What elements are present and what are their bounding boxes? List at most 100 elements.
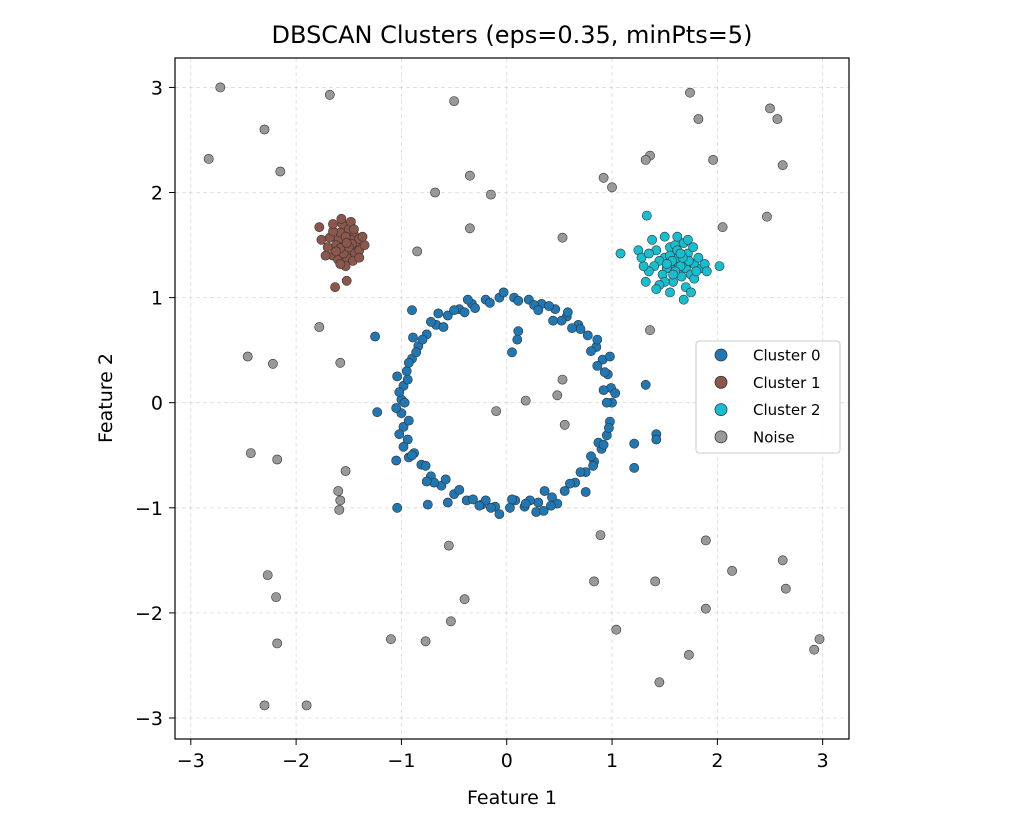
data-point — [328, 219, 338, 229]
legend-marker — [714, 348, 728, 362]
data-point — [598, 439, 609, 450]
data-point — [693, 252, 704, 263]
data-point — [533, 497, 544, 508]
data-point — [772, 114, 783, 124]
data-point — [464, 170, 475, 181]
data-point — [538, 505, 549, 516]
data-point — [484, 297, 495, 308]
plot-frame — [174, 57, 850, 740]
data-point — [402, 374, 413, 385]
data-point — [641, 210, 652, 221]
data-point — [301, 700, 312, 711]
data-point — [678, 294, 689, 305]
data-point — [533, 305, 544, 316]
data-point — [684, 650, 694, 660]
data-point — [675, 248, 686, 259]
legend-label: Cluster 0 — [753, 347, 821, 365]
data-point — [780, 583, 791, 594]
data-point — [659, 231, 670, 242]
data-point — [491, 406, 502, 416]
y-tick-label: 3 — [151, 77, 163, 99]
data-point — [651, 434, 662, 445]
x-axis-label: Feature 1 — [467, 787, 557, 809]
data-point — [391, 403, 402, 413]
data-point — [340, 466, 351, 476]
data-point — [394, 387, 405, 398]
data-point — [647, 234, 657, 245]
data-point — [668, 269, 678, 280]
data-point — [589, 576, 599, 587]
y-tick-label: 2 — [151, 183, 163, 205]
data-point — [245, 448, 256, 458]
data-point — [650, 576, 661, 587]
data-points — [203, 82, 825, 711]
data-point — [459, 594, 470, 605]
data-point — [582, 330, 593, 341]
data-point — [459, 307, 470, 318]
data-point — [762, 211, 772, 222]
data-point — [727, 566, 737, 576]
legend-marker — [714, 403, 728, 417]
data-point — [470, 303, 480, 313]
data-point — [615, 248, 626, 259]
data-point — [683, 234, 693, 245]
data-point — [336, 213, 347, 224]
data-point — [575, 467, 586, 477]
data-point — [399, 397, 410, 408]
data-point — [433, 308, 444, 319]
data-point — [370, 331, 380, 342]
data-point — [349, 224, 359, 235]
data-point — [557, 232, 568, 243]
data-point — [442, 310, 453, 321]
data-point — [359, 240, 370, 250]
data-point — [809, 644, 820, 655]
data-point — [586, 451, 596, 462]
data-point — [513, 295, 524, 306]
data-point — [357, 231, 368, 242]
data-point — [443, 540, 454, 551]
legend-marker — [714, 375, 728, 389]
data-point — [454, 484, 465, 495]
data-point — [394, 429, 405, 440]
data-point — [449, 305, 459, 316]
x-tick-label: 1 — [606, 750, 618, 772]
data-point — [691, 266, 702, 277]
data-point — [548, 315, 558, 326]
data-point — [398, 441, 409, 452]
y-tick-label: −2 — [135, 603, 163, 625]
data-point — [520, 498, 531, 509]
data-point — [544, 301, 554, 311]
data-point — [385, 634, 396, 645]
y-axis-label: Feature 2 — [95, 353, 117, 443]
legend-label: Cluster 1 — [753, 374, 821, 392]
y-tick-label: 0 — [151, 393, 163, 415]
data-point — [586, 346, 596, 357]
data-point — [665, 287, 675, 298]
x-tick-label: 2 — [711, 750, 723, 772]
data-point — [331, 246, 341, 257]
data-point — [203, 153, 214, 164]
data-point — [629, 462, 640, 473]
data-point — [700, 603, 711, 614]
data-point — [605, 351, 615, 362]
y-axis: −3 −2 −1 0 1 2 3 — [135, 77, 175, 730]
data-point — [700, 535, 711, 546]
data-point — [464, 223, 475, 234]
data-point — [546, 500, 556, 511]
data-point — [640, 379, 651, 390]
data-point — [693, 114, 704, 124]
legend-label: Cluster 2 — [753, 401, 821, 419]
data-point — [592, 334, 603, 345]
data-point — [272, 638, 283, 649]
data-point — [765, 103, 775, 114]
data-point — [275, 166, 286, 177]
data-point — [341, 275, 352, 286]
data-point — [559, 486, 570, 496]
data-point — [372, 407, 383, 418]
series-noise — [203, 82, 825, 711]
data-point — [604, 422, 614, 433]
x-tick-label: 3 — [817, 750, 829, 772]
data-point — [494, 509, 505, 519]
data-point — [588, 460, 598, 471]
legend: Cluster 0 Cluster 1 Cluster 2 Noise — [695, 340, 841, 454]
